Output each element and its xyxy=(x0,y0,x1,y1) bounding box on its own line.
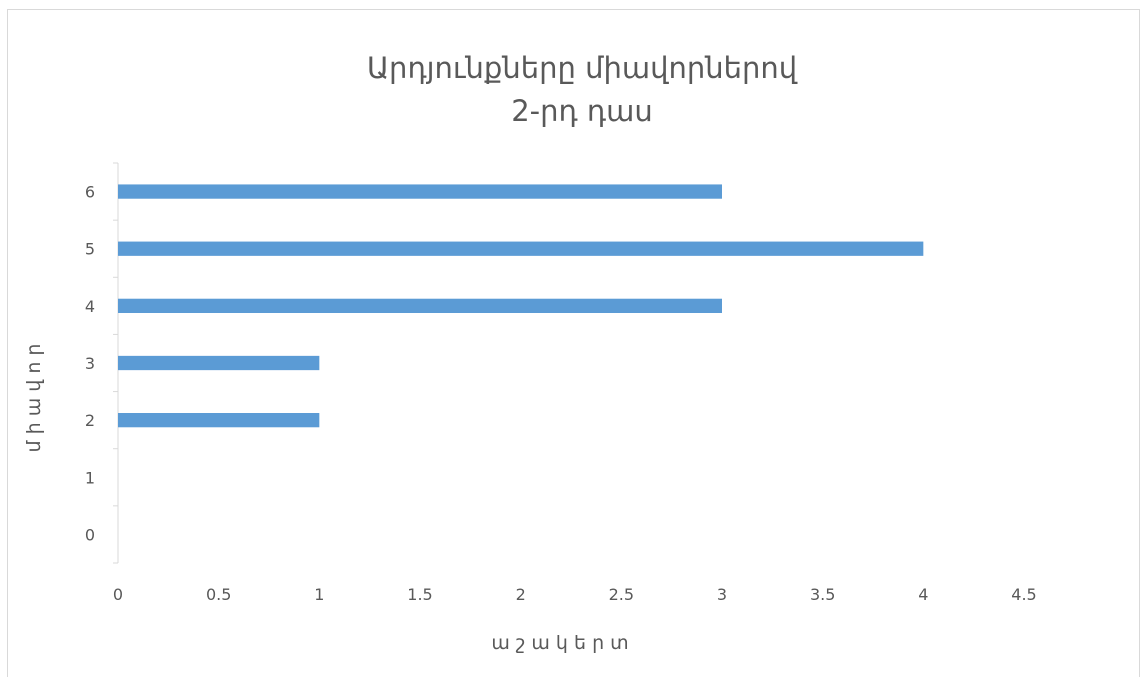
x-tick-label-0.5: 0.5 xyxy=(206,585,231,604)
y-tick-label-2: 2 xyxy=(85,411,95,430)
x-tick-label-3.5: 3.5 xyxy=(810,585,835,604)
x-tick-label-3: 3 xyxy=(717,585,727,604)
bar-5 xyxy=(118,241,924,256)
x-tick-label-2.5: 2.5 xyxy=(609,585,634,604)
x-axis-title: ա շ ա կ ե ր տ xyxy=(491,632,628,654)
x-tick-label-1.5: 1.5 xyxy=(407,585,432,604)
y-axis-title: մ ի ա վ ո ր xyxy=(23,344,45,453)
x-tick-label-1: 1 xyxy=(314,585,324,604)
x-tick-label-4.5: 4.5 xyxy=(1011,585,1036,604)
bars-group xyxy=(118,184,924,428)
x-tick-labels: 0 0.5 1 1.5 2 2.5 3 3.5 4 4.5 xyxy=(113,585,1037,604)
chart-title-line-1: Արդյունքները միավորներով xyxy=(367,51,798,85)
y-tick-labels: 0 1 2 3 4 5 6 xyxy=(85,183,95,545)
chart-area xyxy=(7,9,1140,677)
y-tick-marks xyxy=(113,162,118,564)
x-tick-label-0: 0 xyxy=(113,585,123,604)
bar-2 xyxy=(118,413,320,428)
y-tick-label-1: 1 xyxy=(85,468,95,487)
bar-3 xyxy=(118,355,320,371)
y-tick-label-5: 5 xyxy=(85,240,95,259)
bar-6 xyxy=(118,184,722,199)
chart-title-line-2: 2-րդ դաս xyxy=(511,94,653,128)
x-tick-label-4: 4 xyxy=(918,585,928,604)
bar-4 xyxy=(118,298,722,313)
y-tick-label-4: 4 xyxy=(85,297,95,316)
x-tick-label-2: 2 xyxy=(516,585,526,604)
y-tick-label-3: 3 xyxy=(85,354,95,373)
y-tick-label-6: 6 xyxy=(85,183,95,202)
y-tick-label-0: 0 xyxy=(85,525,95,544)
